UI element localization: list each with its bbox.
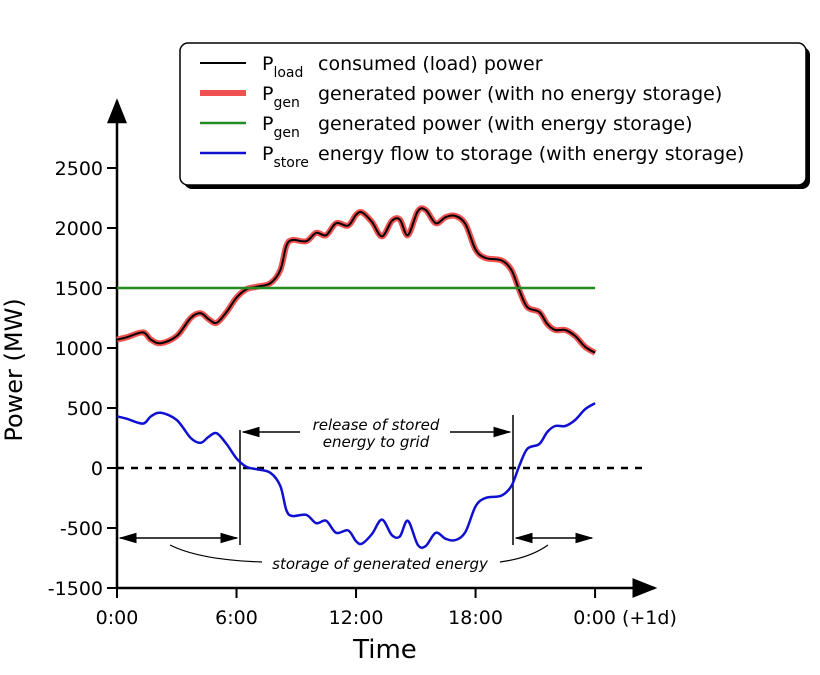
y-axis-label: Power (MW) [0,298,28,441]
legend-text: store [273,155,308,171]
annotation: energy to grid [323,433,430,451]
legend-box [179,42,807,186]
series-line [116,207,596,354]
y-tick-label: -500 [60,518,103,540]
y-tick-label: 2000 [55,218,103,240]
annotation: storage of generated energy [272,555,489,573]
legend-label: Pload consumed (load) power [262,53,543,81]
y-tick-label: 1500 [55,278,103,300]
x-tick-label: 0:00 [96,607,139,629]
legend-text: P [262,113,273,135]
y-tick-label: 1000 [55,338,103,360]
y-tick-label: 0 [91,458,103,480]
leader [499,544,549,563]
y-tick-label: -1500 [48,578,103,600]
legend-text: gen [273,95,299,111]
legend-label: Pgen generated power (with energy storage… [262,113,693,141]
legend-text: P [262,143,273,165]
annotation: release of stored [313,416,440,434]
x-tick-label: 12:00 [329,607,384,629]
x-tick-label: 6:00 [215,607,258,629]
legend-text: generated power (with no energy storage) [318,83,722,105]
legend-text: P [262,83,273,105]
y-tick-label: 2500 [55,158,103,180]
series-line [116,402,596,549]
leader [169,544,263,563]
legend-label: Pgen generated power (with no energy stor… [262,83,722,111]
legend-label: Pstore energy flow to storage (with energ… [262,143,744,171]
series-line [116,205,597,356]
x-tick-label: 0:00 (+1d) [573,607,677,629]
x-axis-label: Time [352,635,417,665]
legend-text: consumed (load) power [318,53,543,75]
legend-text: P [262,53,273,75]
x-tick-label: 18:00 [448,607,503,629]
legend-text: energy flow to storage (with energy stor… [318,143,744,165]
legend: Pload consumed (load) power Pgen generated … [179,42,810,189]
legend-text: gen [273,125,299,141]
legend-text: load [273,65,303,81]
y-tick-label: 500 [67,398,103,420]
legend-text: generated power (with energy storage) [318,113,693,135]
